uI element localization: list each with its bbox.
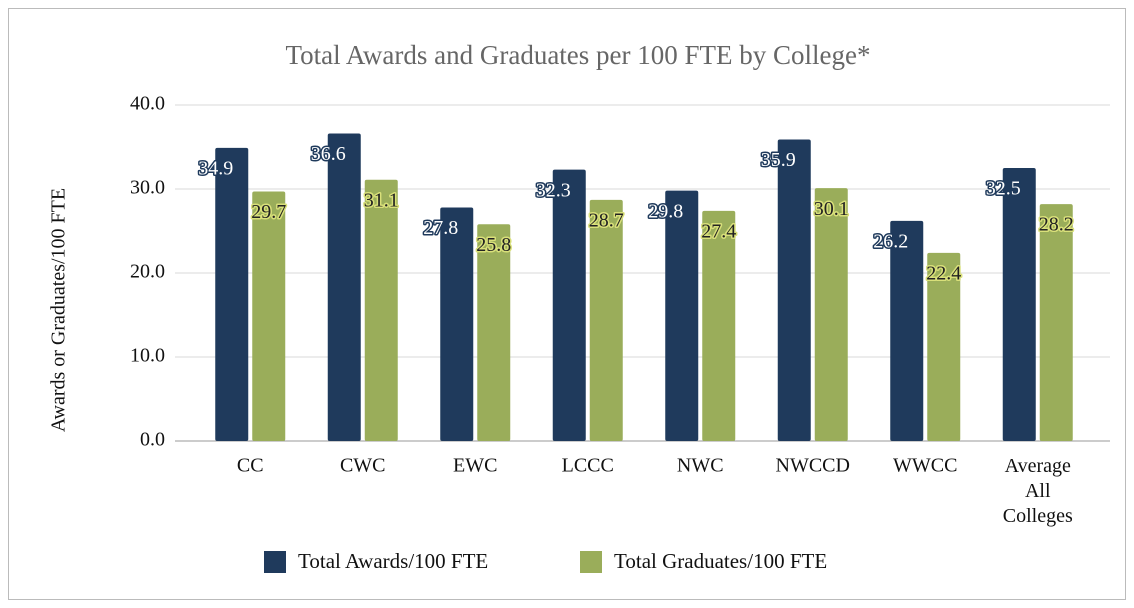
- data-label: 32.5: [986, 178, 1021, 200]
- x-tick-label: CWC: [340, 455, 386, 477]
- data-label: 36.6: [311, 143, 346, 165]
- bar: [215, 147, 249, 441]
- data-label: 26.2: [873, 231, 908, 253]
- y-tick-label: 30.0: [130, 177, 165, 199]
- bar: [327, 133, 361, 441]
- data-label: 28.7: [589, 210, 624, 232]
- bar: [927, 252, 961, 441]
- data-label: 27.4: [701, 220, 736, 242]
- x-tick-label: CC: [237, 455, 264, 477]
- bar: [777, 139, 811, 441]
- bar: [440, 207, 474, 441]
- x-tick-label: WWCC: [893, 455, 957, 477]
- bar: [1039, 204, 1073, 441]
- y-tick-label: 0.0: [140, 429, 165, 451]
- bar: [364, 179, 398, 441]
- data-label: 35.9: [761, 149, 796, 171]
- data-label: 31.1: [364, 189, 399, 211]
- bar: [890, 220, 924, 441]
- x-tick-label: Average All Colleges: [1003, 455, 1073, 527]
- bar: [552, 169, 586, 441]
- data-label: 28.2: [1039, 214, 1074, 236]
- data-label: 25.8: [476, 234, 511, 256]
- data-label: 27.8: [423, 217, 458, 239]
- chart-title: Total Awards and Graduates per 100 FTE b…: [286, 40, 871, 70]
- bar: [702, 210, 736, 441]
- legend-label: Total Awards/100 FTE: [298, 549, 488, 573]
- bar: [477, 224, 511, 441]
- bar: [1002, 168, 1036, 441]
- x-tick-label: NWC: [677, 455, 724, 477]
- legend-swatch: [580, 551, 602, 573]
- x-tick-label: NWCCD: [776, 455, 850, 477]
- x-tick-label: EWC: [453, 455, 497, 477]
- bar: [814, 188, 848, 441]
- legend-label: Total Graduates/100 FTE: [614, 549, 827, 573]
- bar: [665, 190, 699, 441]
- bar: [252, 191, 286, 441]
- y-tick-label: 40.0: [130, 93, 165, 115]
- data-label: 30.1: [814, 198, 849, 220]
- y-axis-label: Awards or Graduates/100 FTE: [48, 188, 70, 432]
- data-label: 29.8: [648, 200, 683, 222]
- data-label: 32.3: [536, 179, 571, 201]
- data-label: 34.9: [198, 157, 233, 179]
- data-label: 29.7: [251, 201, 286, 223]
- data-label: 22.4: [926, 262, 961, 284]
- y-tick-label: 10.0: [130, 345, 165, 367]
- x-tick-label: LCCC: [562, 455, 614, 477]
- bar: [589, 199, 623, 441]
- y-tick-label: 20.0: [130, 261, 165, 283]
- legend-swatch: [264, 551, 286, 573]
